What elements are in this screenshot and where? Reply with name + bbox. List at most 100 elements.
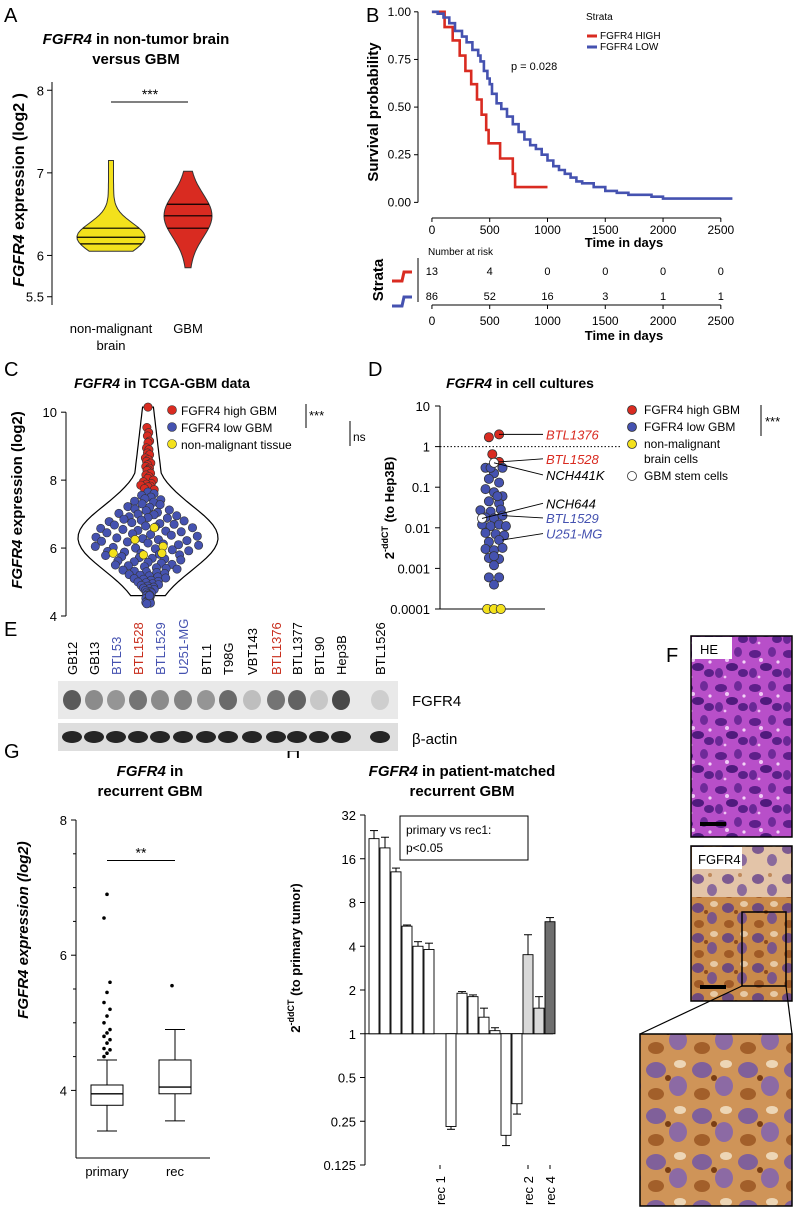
box-outlier	[105, 990, 109, 995]
panel-g-ytick-label: 8	[60, 813, 67, 828]
sig-label: ***	[765, 414, 780, 429]
bar	[401, 925, 413, 1035]
panel-h-title-rest: in patient-matched	[418, 763, 556, 780]
panel-h-ytick-label: 0.25	[331, 1114, 356, 1129]
bar	[467, 996, 479, 1035]
box-outlier	[105, 1051, 109, 1056]
beta-actin-band	[331, 731, 351, 743]
legend-label: non-malignant	[644, 437, 721, 451]
beta-actin-band	[84, 731, 104, 743]
cell-line-label: U251-MG	[546, 527, 602, 542]
scatter-point-low	[114, 508, 124, 518]
panel-h-annotation-box	[399, 815, 529, 861]
fgfr4-band	[107, 690, 125, 710]
scatter-point-low	[184, 546, 194, 556]
panel-f-histology: HE FGFR4	[639, 635, 793, 1207]
scatter-point-low	[142, 599, 152, 609]
scatter-point-low	[488, 560, 499, 571]
bar	[445, 1033, 457, 1127]
panel-h-ylabel: 2-ddCT (to primary tumor)	[286, 883, 303, 1033]
box-outlier	[102, 1054, 106, 1059]
panel-g-category-label: rec	[166, 1164, 185, 1179]
panel-a-category-label: non-malignant	[70, 321, 153, 336]
scatter-point-low	[483, 572, 494, 583]
cell-line-label: BTL1376	[546, 427, 600, 442]
scatter-point-nonmalignant	[157, 548, 167, 558]
panel-a-ytick-label: 8	[37, 83, 44, 98]
bar	[533, 1007, 545, 1035]
risk-table-value: 4	[487, 266, 493, 278]
beta-actin-band	[309, 731, 329, 743]
panel-b-ytick-label: 0.00	[388, 195, 412, 209]
scatter-point-nonmalignant	[139, 550, 149, 560]
panel-b-legend-title: Strata	[586, 12, 613, 23]
scatter-point-low	[102, 528, 112, 538]
scatter-point-low	[110, 560, 120, 570]
sig-label-1: ***	[309, 408, 324, 423]
panel-c-ylabel: FGFR4 expression (log2)	[9, 411, 26, 589]
legend-marker	[167, 422, 177, 432]
label-leader-line	[501, 533, 544, 541]
panel-a-ylabel-gene: FGFR4	[11, 234, 28, 287]
fgfr4-band	[243, 690, 261, 710]
label-leader-line	[498, 458, 544, 463]
risk-table-xtick-label: 2000	[650, 314, 677, 328]
panel-b-ytick-label: 0.75	[388, 52, 412, 66]
panel-c-title-rest: in TCGA-GBM data	[120, 375, 250, 391]
panel-a-ylabel: FGFR4 expression (log2 )	[11, 93, 28, 287]
box-outlier	[102, 1021, 106, 1025]
box-outlier	[108, 1048, 112, 1052]
beta-actin-band	[196, 731, 216, 743]
legend-marker	[627, 422, 637, 432]
risk-table-value: 16	[541, 291, 553, 303]
fgfr4-band	[267, 690, 285, 710]
bar	[478, 1016, 490, 1035]
fgfr4-scale-bar	[700, 985, 726, 989]
risk-table-value: 0	[544, 266, 550, 278]
cell-line-label: NCH644	[546, 496, 596, 511]
beta-actin-band	[62, 731, 82, 743]
scatter-point-low	[480, 484, 491, 495]
panel-b-ylabel: Survival probability	[365, 42, 382, 182]
panel-letter-d: D	[368, 359, 382, 381]
scatter-point-low	[480, 544, 491, 555]
legend-marker	[627, 471, 637, 481]
scatter-point-low	[119, 514, 129, 524]
panel-d-ytick-label: 0.01	[405, 521, 430, 536]
scatter-point-low	[483, 496, 494, 507]
panel-h-title-line2: recurrent GBM	[409, 783, 514, 800]
panel-b-survival-chart: Survival probability Time in days Strata…	[365, 5, 734, 343]
panel-b-pvalue: p = 0.028	[511, 61, 557, 73]
cell-line-label: BTL1529	[546, 511, 599, 526]
legend-marker	[627, 405, 637, 415]
panel-a-ytick-label: 5.5	[26, 290, 44, 305]
legend-label: GBM stem cells	[644, 469, 728, 483]
panel-g-category-label: primary	[85, 1164, 129, 1179]
fgfr4-band	[371, 690, 389, 710]
panel-c-scatter-chart: FGFR4 in TCGA-GBM data FGFR4 expression …	[9, 375, 366, 624]
bar	[390, 871, 402, 1035]
he-label: HE	[700, 642, 718, 657]
panel-a-significance: ***	[142, 86, 159, 102]
scatter-point-low	[494, 477, 505, 488]
lane-label: BTL1376	[269, 622, 284, 675]
scatter-point-low	[137, 499, 147, 509]
scatter-point-low	[188, 523, 198, 533]
bar	[412, 945, 424, 1035]
bar	[423, 949, 435, 1035]
box-body	[90, 1084, 124, 1106]
scatter-point-low	[141, 521, 151, 531]
scatter-point-low	[143, 538, 153, 548]
panel-g-ylabel: FGFR4 expression (log2)	[15, 841, 32, 1019]
zoom-region-box	[741, 911, 787, 987]
box-outlier	[105, 1041, 109, 1045]
label-leader-line	[481, 502, 544, 519]
lane-label: GB12	[65, 642, 80, 675]
box-outlier	[108, 980, 112, 985]
box-outlier	[170, 983, 174, 988]
lane-label: Hep3B	[334, 635, 349, 675]
lane-label: T98G	[221, 642, 236, 675]
panel-h-ytick-label: 2	[349, 983, 356, 998]
panel-b-ytick-label: 0.25	[388, 148, 412, 162]
